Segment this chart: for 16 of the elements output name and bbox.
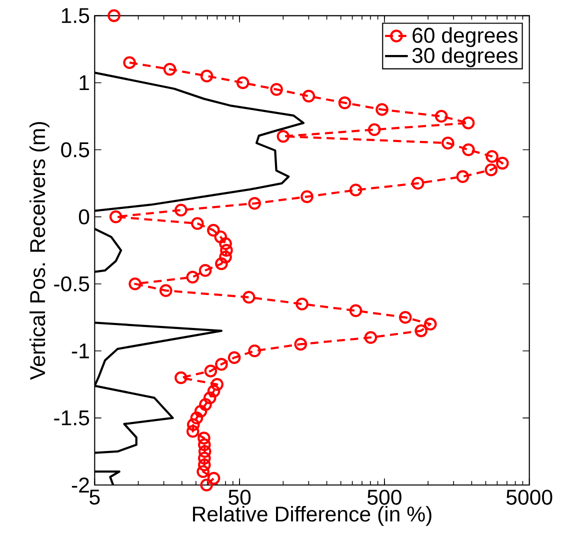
y-tick-label: 1 (80, 75, 89, 90)
y-tick-label: 1.5 (62, 8, 90, 24)
legend-label: 30 degrees (412, 47, 518, 68)
y-tick-label: 0.5 (61, 142, 90, 158)
x-tick-label: 50 (228, 490, 251, 505)
y-axis-title: Vertical Pos. Receivers (m) (30, 122, 50, 380)
y-tick-label: -0.5 (54, 276, 90, 292)
y-tick-label: 0 (78, 209, 90, 224)
y-tick-label: -1 (72, 344, 89, 358)
y-tick-label: -2 (72, 478, 89, 492)
x-tick-label: 5 (90, 490, 100, 505)
x-tick-label: 5000 (506, 490, 552, 505)
y-tick-label: -1.5 (54, 410, 90, 426)
legend-label: 60 degrees (412, 27, 518, 48)
x-tick-label: 500 (368, 490, 402, 505)
x-axis-title: Relative Difference (in %) (193, 506, 432, 526)
